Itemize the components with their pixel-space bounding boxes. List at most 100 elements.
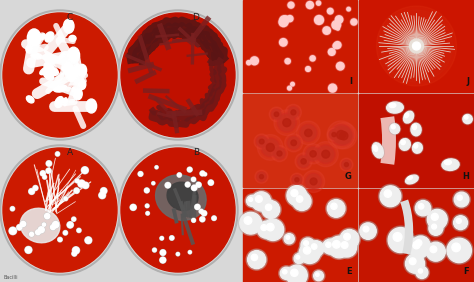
Circle shape [246, 60, 252, 65]
Circle shape [419, 269, 422, 273]
Bar [243, 189, 357, 282]
Circle shape [78, 180, 85, 188]
Circle shape [130, 205, 136, 210]
Circle shape [412, 42, 420, 50]
Text: J: J [466, 77, 469, 86]
Circle shape [46, 168, 51, 173]
Circle shape [336, 26, 340, 31]
Circle shape [303, 247, 311, 254]
Circle shape [292, 175, 302, 185]
Bar [359, 0, 474, 92]
Ellipse shape [406, 175, 418, 184]
Circle shape [245, 194, 259, 208]
Circle shape [272, 110, 281, 119]
Circle shape [278, 17, 289, 27]
Circle shape [274, 112, 279, 116]
Circle shape [191, 218, 196, 222]
Ellipse shape [390, 124, 400, 134]
Ellipse shape [118, 10, 238, 140]
Text: A: A [67, 148, 73, 157]
Circle shape [329, 130, 339, 140]
Circle shape [199, 209, 203, 213]
Ellipse shape [43, 69, 54, 80]
Circle shape [287, 1, 295, 9]
Circle shape [138, 172, 143, 176]
Ellipse shape [73, 65, 82, 76]
Circle shape [287, 265, 307, 282]
Text: H: H [462, 172, 469, 181]
Ellipse shape [45, 32, 54, 42]
Circle shape [29, 232, 34, 236]
Circle shape [17, 224, 22, 230]
Ellipse shape [392, 125, 395, 129]
Circle shape [315, 16, 323, 25]
Circle shape [251, 254, 257, 261]
Circle shape [262, 139, 278, 155]
Circle shape [165, 183, 170, 188]
Circle shape [300, 124, 317, 142]
Circle shape [43, 176, 46, 179]
Circle shape [279, 115, 295, 131]
Circle shape [261, 138, 280, 157]
Circle shape [327, 235, 352, 259]
Circle shape [35, 230, 41, 235]
Circle shape [285, 264, 309, 282]
Circle shape [351, 19, 357, 25]
Circle shape [328, 84, 337, 92]
Circle shape [340, 158, 353, 171]
Ellipse shape [403, 111, 414, 123]
Circle shape [306, 1, 314, 9]
Circle shape [295, 178, 299, 182]
Ellipse shape [121, 148, 235, 272]
Circle shape [285, 59, 290, 64]
Circle shape [415, 201, 431, 216]
Circle shape [287, 136, 301, 150]
Circle shape [246, 61, 251, 65]
Circle shape [144, 188, 149, 193]
Circle shape [330, 124, 352, 145]
Circle shape [67, 222, 73, 228]
Ellipse shape [407, 176, 412, 180]
Circle shape [452, 243, 460, 252]
Circle shape [322, 26, 331, 35]
Circle shape [284, 58, 291, 65]
Ellipse shape [40, 67, 50, 75]
Circle shape [204, 173, 206, 176]
Circle shape [305, 173, 322, 190]
Circle shape [456, 219, 461, 223]
Circle shape [287, 106, 300, 118]
Ellipse shape [441, 158, 460, 171]
Circle shape [85, 237, 91, 243]
Circle shape [336, 27, 339, 30]
Circle shape [327, 8, 334, 15]
Circle shape [312, 270, 325, 282]
Ellipse shape [55, 97, 64, 107]
Ellipse shape [40, 34, 45, 40]
Circle shape [72, 217, 75, 221]
Circle shape [340, 230, 359, 249]
Circle shape [323, 27, 330, 34]
Circle shape [293, 192, 311, 210]
Circle shape [292, 252, 306, 265]
Circle shape [290, 81, 295, 87]
Circle shape [313, 142, 338, 167]
Text: C: C [67, 13, 73, 22]
Circle shape [40, 171, 46, 176]
Circle shape [152, 182, 155, 185]
Circle shape [432, 224, 437, 229]
Circle shape [346, 6, 351, 12]
Circle shape [283, 232, 296, 245]
Circle shape [306, 146, 321, 161]
Circle shape [33, 186, 37, 190]
Circle shape [416, 266, 428, 279]
Ellipse shape [386, 101, 404, 114]
Circle shape [305, 66, 311, 72]
Circle shape [287, 16, 293, 22]
Circle shape [297, 155, 310, 168]
Circle shape [160, 257, 165, 263]
Circle shape [347, 7, 350, 11]
Circle shape [176, 252, 180, 256]
Ellipse shape [120, 147, 236, 273]
Circle shape [332, 126, 350, 144]
Circle shape [340, 132, 348, 140]
